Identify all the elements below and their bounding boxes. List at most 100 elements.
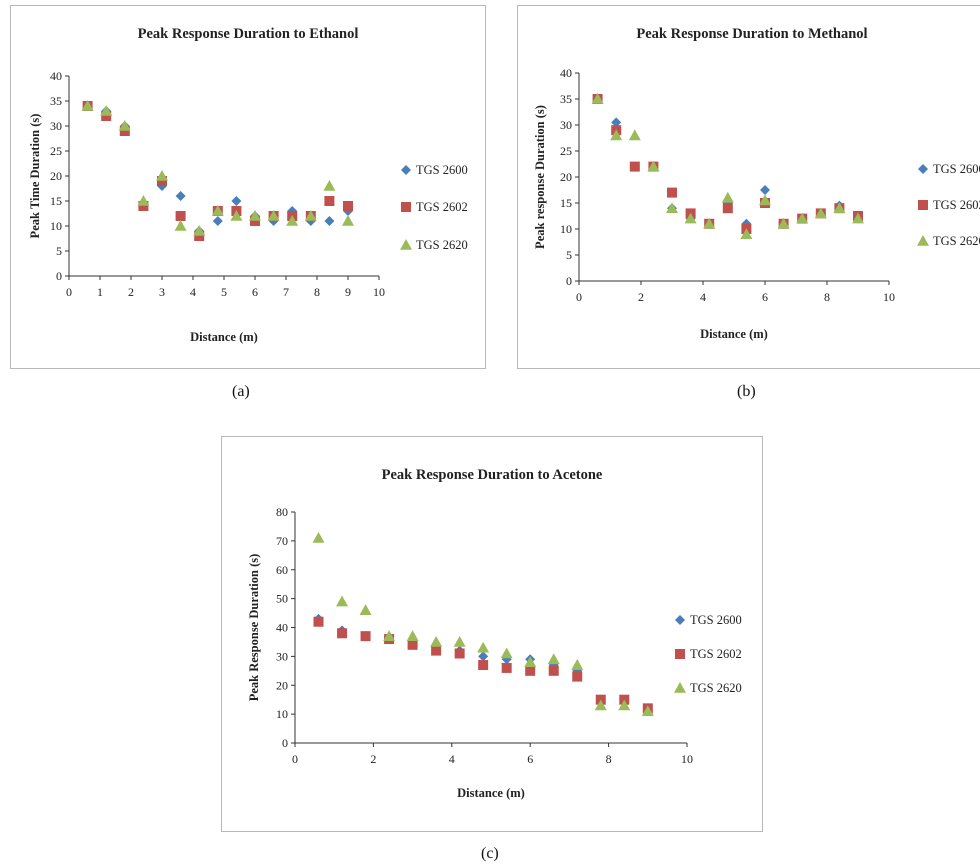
data-point-tgs-2620 <box>759 194 771 206</box>
legend-marker-tgs-2620 <box>400 239 412 250</box>
data-point-tgs-2620 <box>193 225 206 236</box>
data-point-tgs-2602 <box>157 176 167 186</box>
y-tick-label: 30 <box>276 649 288 663</box>
data-point-tgs-2620 <box>267 210 280 221</box>
legend-entry-tgs-2620: TGS 2620 <box>400 238 468 252</box>
data-point-tgs-2620 <box>304 210 317 221</box>
legend-entry-tgs-2600: TGS 2600 <box>675 613 742 627</box>
data-point-tgs-2620 <box>453 635 466 647</box>
y-tick-label: 15 <box>560 196 572 210</box>
data-point-tgs-2620 <box>383 630 396 641</box>
legend-entry-tgs-2602: TGS 2602 <box>401 200 468 214</box>
data-point-tgs-2602 <box>175 211 186 221</box>
data-point-tgs-2620 <box>342 215 354 226</box>
y-axis-label: Peak response Duration (s) <box>533 105 547 249</box>
y-tick-label: 5 <box>566 248 572 262</box>
chart-svg: Peak Response Duration to Ethanol0510152… <box>28 26 468 344</box>
x-tick-label: 6 <box>252 285 258 299</box>
data-point-tgs-2620 <box>430 635 443 647</box>
legend-marker-tgs-2602 <box>401 202 411 212</box>
data-point-tgs-2600 <box>175 191 186 201</box>
data-point-tgs-2620 <box>796 212 809 224</box>
x-tick-label: 10 <box>681 752 693 766</box>
y-tick-label: 35 <box>50 94 62 108</box>
legend-marker-tgs-2620 <box>917 235 929 246</box>
data-point-tgs-2620 <box>286 215 299 226</box>
legend-marker-tgs-2602 <box>918 200 928 210</box>
data-point-tgs-2620 <box>833 202 846 213</box>
data-point-tgs-2620 <box>571 659 584 670</box>
data-point-tgs-2602 <box>343 201 353 211</box>
x-tick-label: 8 <box>314 285 320 299</box>
data-point-tgs-2620 <box>618 699 631 711</box>
y-tick-label: 40 <box>560 66 572 80</box>
data-point-tgs-2602 <box>478 660 489 671</box>
data-point-tgs-2600 <box>324 216 335 226</box>
x-tick-label: 10 <box>373 285 385 299</box>
legend-entry-tgs-2620: TGS 2620 <box>674 681 742 695</box>
y-tick-label: 5 <box>56 244 62 258</box>
x-tick-label: 4 <box>449 752 455 766</box>
series-tgs-2620 <box>591 93 864 239</box>
legend-entry-tgs-2600: TGS 2600 <box>401 163 468 177</box>
data-point-tgs-2602 <box>722 203 733 214</box>
data-point-tgs-2620 <box>591 93 604 104</box>
data-point-tgs-2600 <box>231 196 242 206</box>
x-tick-label: 7 <box>283 285 289 299</box>
legend-label: TGS 2602 <box>933 198 980 212</box>
chart-title: Peak Response Duration to Acetone <box>382 467 603 483</box>
legend-entry-tgs-2602: TGS 2602 <box>675 647 742 661</box>
y-tick-label: 0 <box>566 274 572 288</box>
y-tick-label: 10 <box>560 222 572 236</box>
data-point-tgs-2620 <box>721 191 734 203</box>
data-point-tgs-2620 <box>594 699 607 711</box>
data-point-tgs-2620 <box>100 105 113 116</box>
data-point-tgs-2620 <box>81 100 94 111</box>
data-point-tgs-2620 <box>684 212 697 224</box>
data-point-tgs-2602 <box>324 196 335 206</box>
series-tgs-2620 <box>81 100 354 236</box>
x-axis-label: Distance (m) <box>190 330 258 344</box>
chart-title: Peak Response Duration to Methanol <box>636 26 867 42</box>
data-point-tgs-2620 <box>336 595 349 607</box>
data-point-tgs-2620 <box>814 207 827 219</box>
data-point-tgs-2602 <box>572 671 583 682</box>
chart-svg: Peak Response Duration to Acetone0102030… <box>247 467 742 800</box>
data-point-tgs-2620 <box>610 129 623 141</box>
x-tick-label: 2 <box>370 752 376 766</box>
chart-title: Peak Response Duration to Ethanol <box>138 26 359 42</box>
y-tick-label: 40 <box>50 69 62 83</box>
data-point-tgs-2602 <box>667 187 677 198</box>
data-point-tgs-2602 <box>431 645 442 656</box>
caption-a: (a) <box>232 383 250 400</box>
y-tick-label: 30 <box>50 119 62 133</box>
data-point-tgs-2602 <box>194 231 205 241</box>
data-point-tgs-2600 <box>212 216 223 226</box>
data-point-tgs-2620 <box>406 630 419 641</box>
x-tick-label: 0 <box>576 290 582 304</box>
x-tick-label: 4 <box>190 285 196 299</box>
data-point-tgs-2600 <box>478 651 489 662</box>
x-tick-label: 3 <box>159 285 165 299</box>
y-tick-label: 60 <box>276 563 288 577</box>
data-point-tgs-2602 <box>250 216 260 226</box>
data-point-tgs-2620 <box>641 705 654 717</box>
legend-marker-tgs-2602 <box>675 649 685 659</box>
x-tick-label: 2 <box>128 285 134 299</box>
y-tick-label: 35 <box>560 92 572 106</box>
data-point-tgs-2620 <box>323 180 336 191</box>
legend-label: TGS 2600 <box>416 163 468 177</box>
data-point-tgs-2602 <box>454 648 465 659</box>
data-point-tgs-2600 <box>760 185 770 195</box>
y-tick-label: 40 <box>276 621 288 635</box>
y-tick-label: 0 <box>56 269 62 283</box>
chart-svg: Peak Response Duration to Methanol 0 5 10 15… <box>533 26 980 341</box>
data-point-tgs-2602 <box>360 631 371 642</box>
x-axis-label: Distance (m) <box>457 786 525 800</box>
data-point-tgs-2620 <box>211 205 224 216</box>
data-point-tgs-2602 <box>101 111 112 121</box>
y-tick-label: 25 <box>50 144 62 158</box>
caption-c: (c) <box>481 845 499 862</box>
legend-label: TGS 2600 <box>690 613 742 627</box>
data-point-tgs-2620 <box>777 217 790 229</box>
